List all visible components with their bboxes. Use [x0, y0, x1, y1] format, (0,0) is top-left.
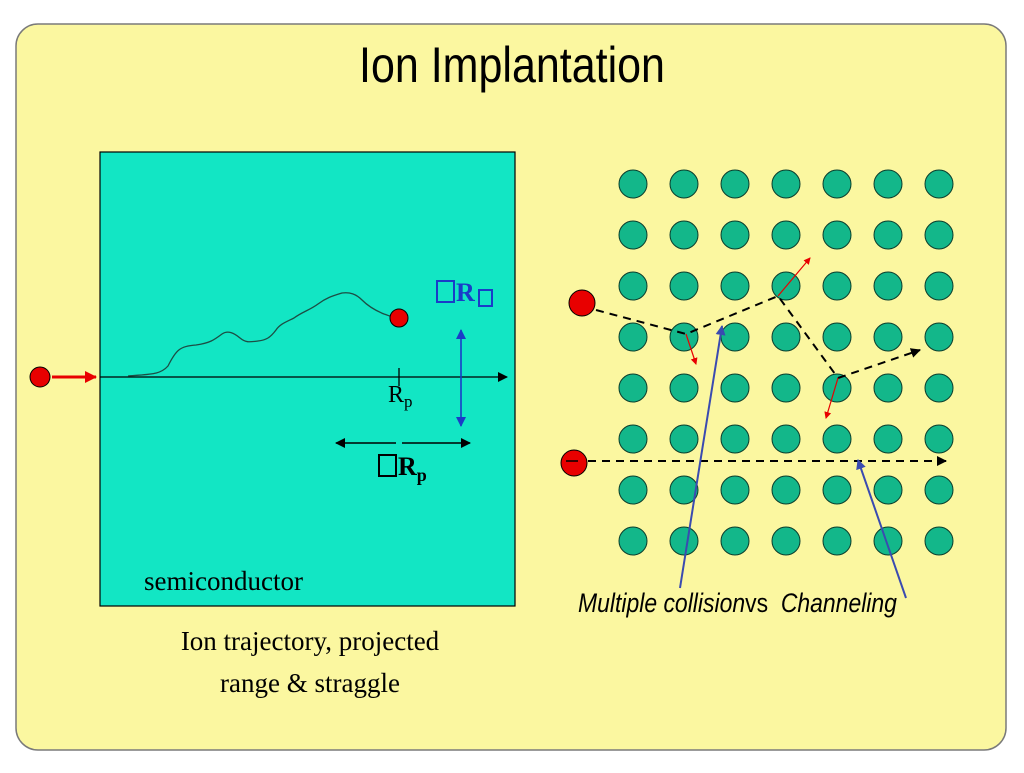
lattice-atom: [873, 424, 903, 454]
channeling-ion: [560, 449, 588, 477]
lattice-atom: [771, 220, 801, 250]
lattice-atom: [771, 424, 801, 454]
figure-caption: Ion trajectory, projected range & stragg…: [120, 620, 500, 704]
lattice-atom: [669, 220, 699, 250]
lattice-atom: [873, 373, 903, 403]
lattice-atom: [924, 373, 954, 403]
lattice-atom: [924, 526, 954, 556]
lattice-atom: [669, 526, 699, 556]
vs-label: vs: [745, 588, 769, 618]
slide-title: Ion Implantation: [359, 37, 665, 93]
lattice-atom: [618, 271, 648, 301]
stopped-ion: [389, 308, 409, 328]
lattice-atom: [873, 271, 903, 301]
lattice-atom: [924, 322, 954, 352]
lattice-atom: [669, 424, 699, 454]
lateral-straggle-label: R: [436, 278, 494, 308]
lattice-atom: [720, 424, 750, 454]
lattice-atom: [822, 220, 852, 250]
channeling-label: Channeling: [780, 588, 897, 618]
recoil-arrow-2: [777, 257, 811, 297]
lattice-atom: [771, 373, 801, 403]
rp-sub: p: [404, 392, 413, 411]
lattice-atom: [822, 373, 852, 403]
lattice-atom: [822, 475, 852, 505]
projected-range-label: Rp: [388, 382, 413, 412]
collision-path-end: [837, 348, 921, 379]
delta-rp-gap: [396, 436, 402, 450]
lattice-atom: [822, 169, 852, 199]
lattice-atom: [669, 169, 699, 199]
lattice-atom: [822, 271, 852, 301]
caption-line-2: range & straggle: [220, 668, 400, 698]
lattice-atom: [771, 526, 801, 556]
lattice-atom: [771, 475, 801, 505]
atom-lattice: [618, 169, 954, 556]
lattice-atom: [618, 526, 648, 556]
lattice-atom: [720, 271, 750, 301]
pointer-channeling: [856, 459, 907, 599]
delta-glyph-box: [436, 280, 455, 303]
recoil-arrow-3: [824, 377, 839, 419]
lattice-atom: [873, 220, 903, 250]
lattice-atom: [924, 169, 954, 199]
lattice-atom: [618, 322, 648, 352]
lattice-atom: [669, 475, 699, 505]
lattice-atom: [822, 322, 852, 352]
semiconductor-label: semiconductor: [144, 566, 303, 596]
lattice-atom: [669, 322, 699, 352]
lattice-atom: [720, 322, 750, 352]
lattice-atom: [822, 424, 852, 454]
multiple-collision-label: Multiple collision: [578, 588, 746, 618]
ion-trajectory: [127, 292, 399, 377]
mechanism-comparison-label: Multiple collisionvs Channeling: [578, 588, 897, 619]
lattice-atom: [618, 475, 648, 505]
lattice-atom: [720, 526, 750, 556]
lattice-atom: [618, 220, 648, 250]
range-straggle-label: Rp: [378, 452, 427, 486]
lattice-atom: [720, 475, 750, 505]
lattice-atom: [924, 475, 954, 505]
perp-glyph-box: [477, 289, 493, 307]
lattice-atom: [924, 220, 954, 250]
lattice-atom: [669, 373, 699, 403]
lattice-atom: [771, 322, 801, 352]
lattice-atom: [822, 526, 852, 556]
lattice-atom: [720, 220, 750, 250]
delta-glyph-box: [378, 454, 397, 477]
lattice-atom: [618, 424, 648, 454]
lattice-atom: [924, 424, 954, 454]
lattice-atom: [873, 526, 903, 556]
collision-path: [595, 294, 839, 379]
lattice-atom: [873, 475, 903, 505]
incoming-ion: [29, 366, 51, 388]
lattice-atom: [873, 322, 903, 352]
recoil-arrow-1: [685, 333, 698, 365]
lattice-atom: [618, 373, 648, 403]
semiconductor-box: [99, 151, 516, 607]
delta-rp-sub: p: [416, 465, 427, 485]
delta-rp-base: R: [398, 452, 417, 481]
lattice-atom: [873, 169, 903, 199]
rp-base: R: [388, 382, 405, 408]
delta-rperp-base: R: [456, 278, 475, 307]
caption-line-1: Ion trajectory, projected: [180, 626, 440, 656]
lattice-atom: [924, 271, 954, 301]
lattice-atom: [618, 169, 648, 199]
lattice-atom: [720, 373, 750, 403]
pointer-multiple-collision: [679, 325, 726, 589]
lattice-atom: [669, 271, 699, 301]
collision-ion: [568, 289, 596, 317]
lattice-atom: [720, 169, 750, 199]
lattice-atom: [771, 169, 801, 199]
